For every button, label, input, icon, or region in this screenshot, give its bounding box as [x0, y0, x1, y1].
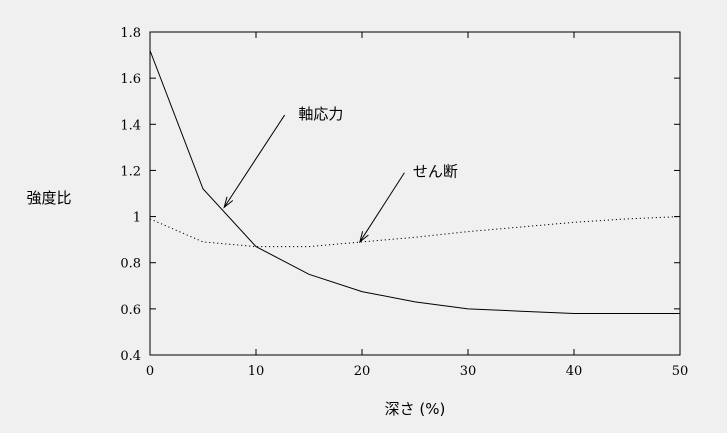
- y-tick-label: 1.4: [120, 118, 141, 133]
- x-tick-label: 10: [248, 364, 265, 379]
- annotation-label: せん断: [413, 162, 458, 180]
- annotation-arrow-line: [359, 172, 405, 243]
- x-tick-label: 40: [566, 364, 583, 379]
- series-line-dotted: [149, 216, 681, 248]
- series-line-solid: [149, 50, 680, 314]
- y-tick-label: 1: [133, 211, 141, 226]
- annotation-arrow-head: [359, 231, 369, 244]
- annotation-label: 軸応力: [298, 105, 343, 123]
- y-tick-label: 1.6: [120, 72, 141, 87]
- x-tick-label: 0: [146, 364, 154, 379]
- y-tick-label: 1.8: [120, 26, 141, 41]
- plot-frame: [149, 31, 681, 356]
- tick-labels: 0 10 20 30 40 50 0.4 0.6 0.8 1 1.2 1.4 1.6 1.8: [120, 26, 688, 379]
- x-tick-label: 20: [354, 364, 371, 379]
- y-tick-label: 0.4: [120, 349, 141, 364]
- annotation-arrow-line: [223, 114, 286, 208]
- x-axis-label: 深さ (%): [385, 400, 446, 418]
- y-tick-label: 0.8: [120, 257, 141, 272]
- y-tick-label: 1.2: [120, 164, 141, 179]
- series-lines: [149, 50, 681, 314]
- x-tick-label: 50: [672, 364, 689, 379]
- annotation-arrow-head: [223, 196, 234, 209]
- y-tick-label: 0.6: [120, 303, 141, 318]
- tick-marks: [149, 31, 681, 356]
- x-tick-label: 30: [460, 364, 477, 379]
- y-axis-label: 強度比: [26, 189, 71, 207]
